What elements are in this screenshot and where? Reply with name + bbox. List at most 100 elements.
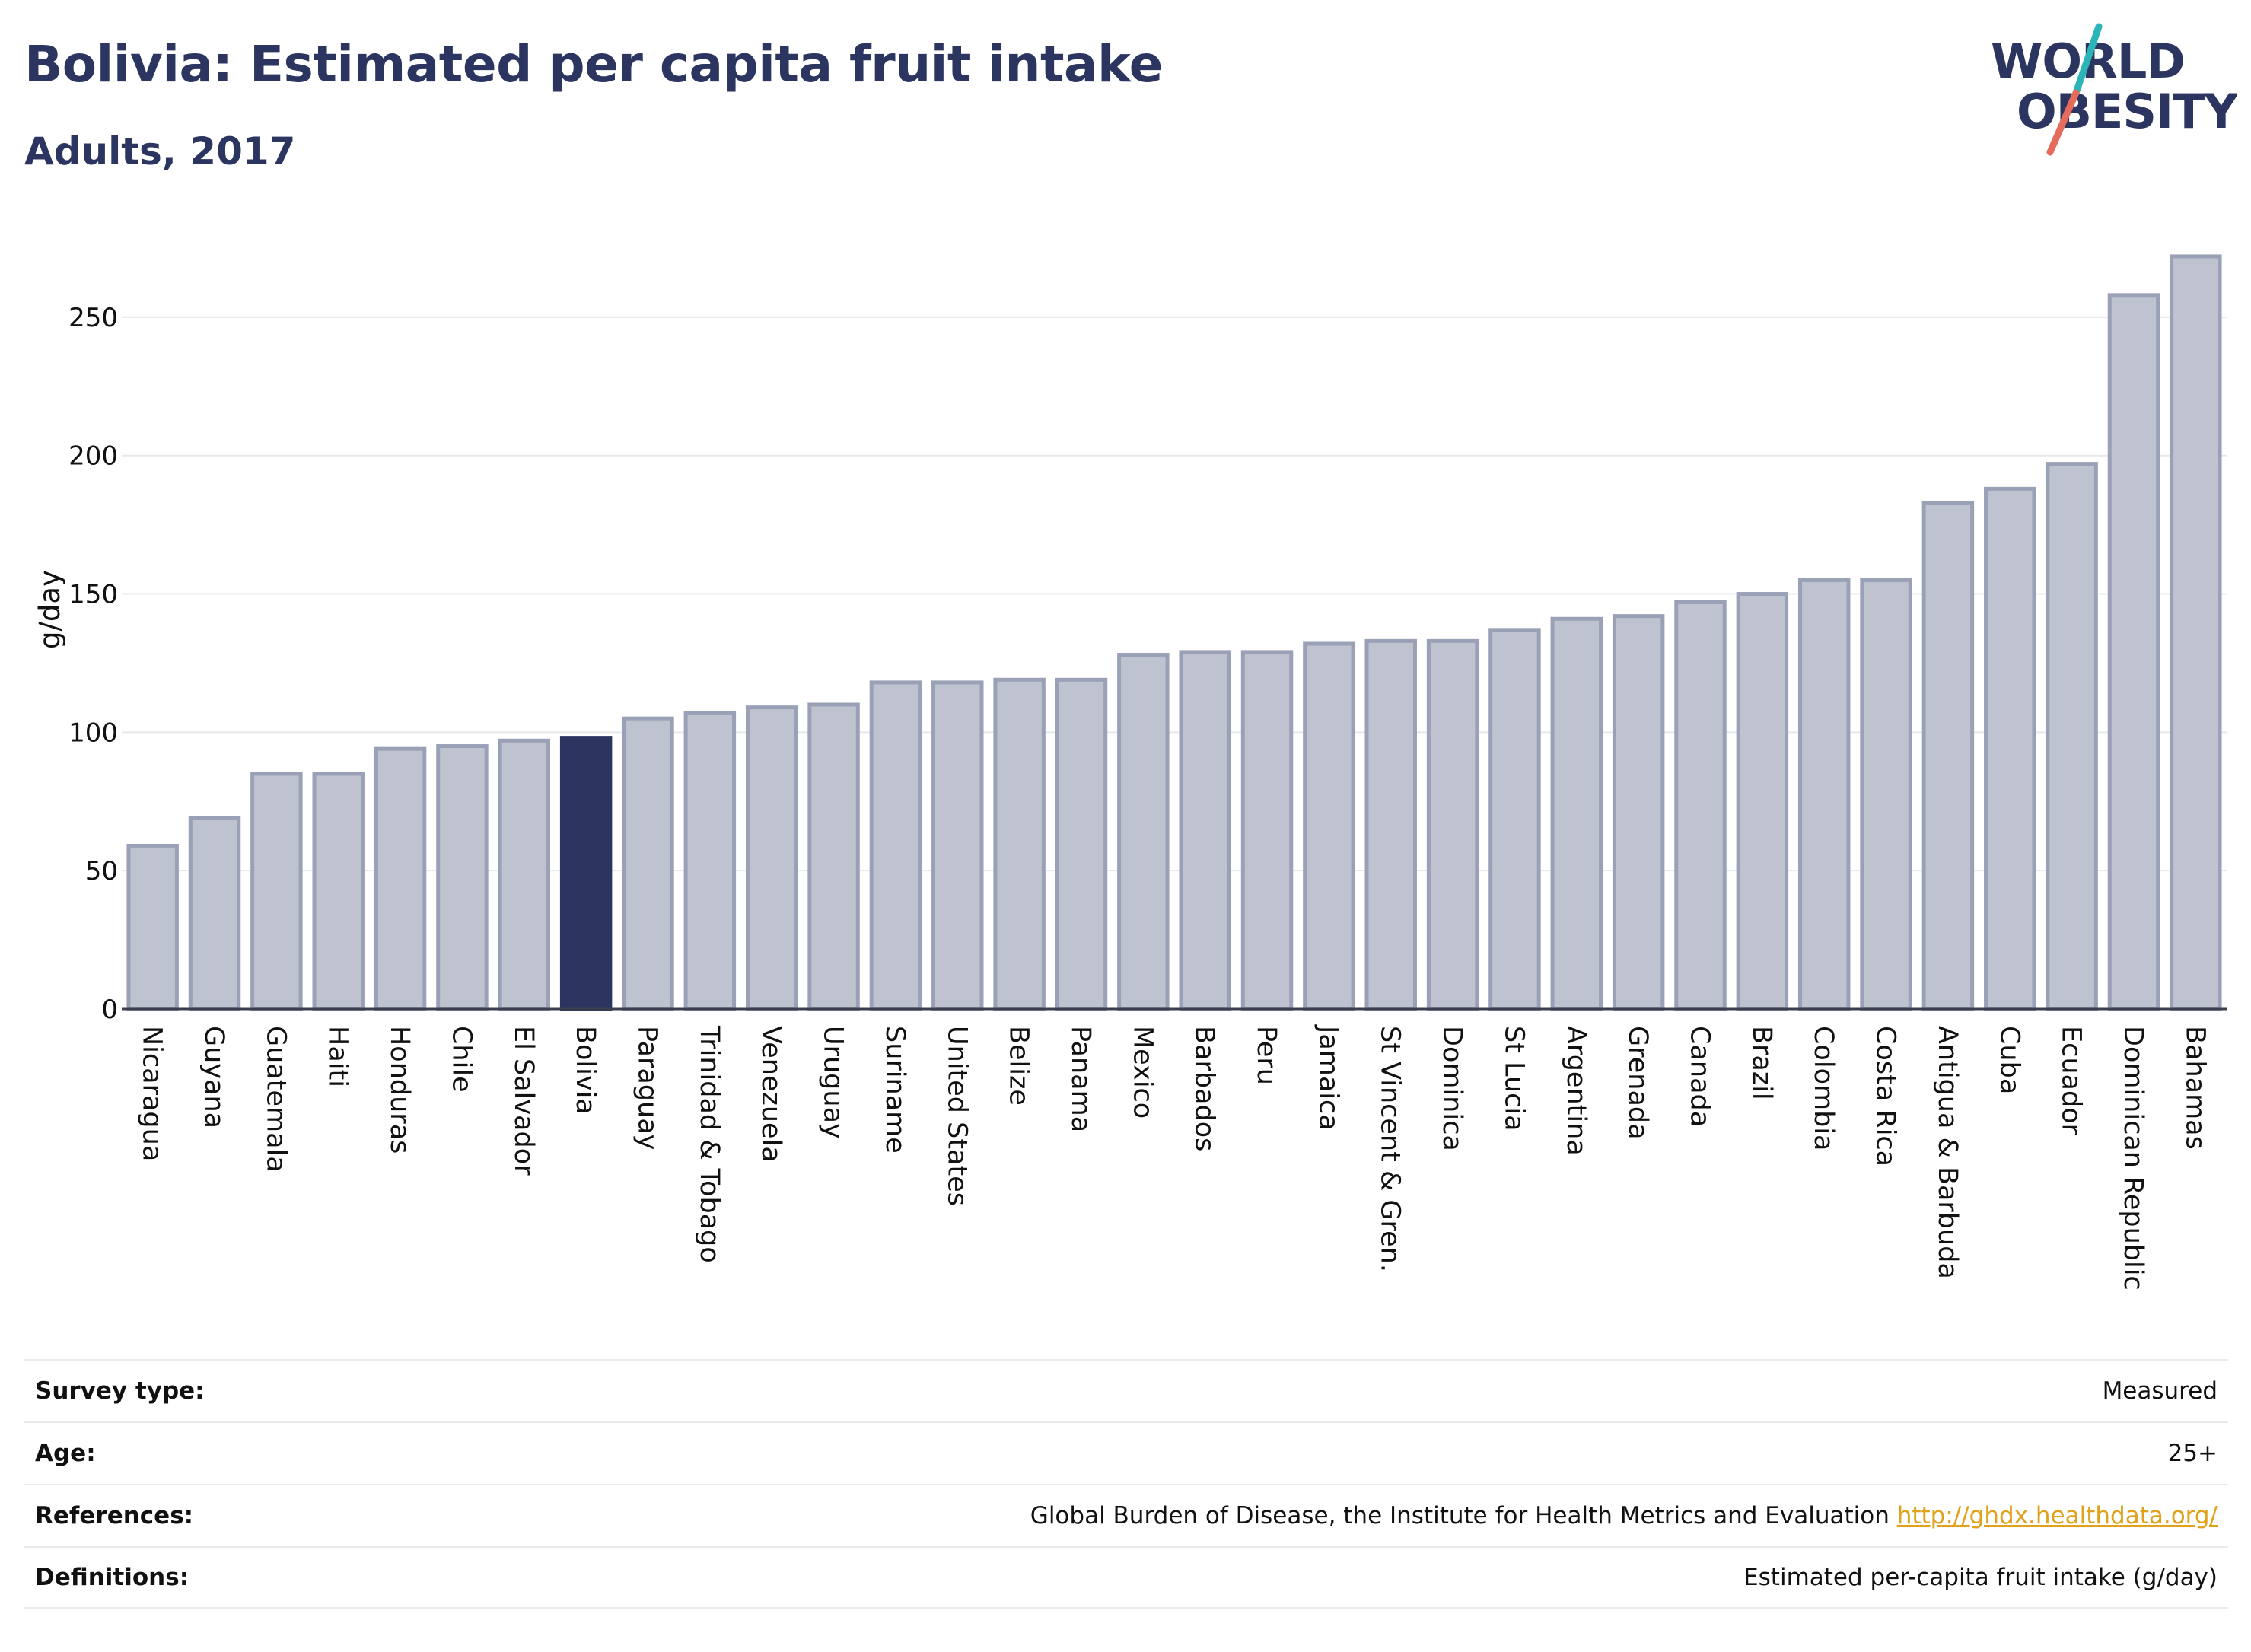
x-tick-label: Guatemala: [260, 1026, 291, 1173]
x-tick-label: Paraguay: [632, 1026, 663, 1150]
y-axis-label: g/day: [33, 570, 66, 649]
references-label: References:: [35, 1502, 194, 1529]
x-tick-label: Panama: [1065, 1026, 1096, 1132]
bar-guyana: [188, 816, 241, 1011]
y-axis-ticks: 0 50 100 150 200 250: [68, 303, 118, 1025]
x-tick-label: St Vincent & Gren.: [1375, 1026, 1406, 1272]
x-tick-label: Colombia: [1808, 1026, 1839, 1151]
x-tick-label: Antigua & Barbuda: [1932, 1026, 1963, 1279]
bar-st-lucia: [1488, 628, 1541, 1011]
survey-type-value: Measured: [2102, 1377, 2218, 1405]
bar-venezuela: [745, 705, 798, 1011]
meta-row-age: Age: 25+: [24, 1421, 2228, 1484]
bar-haiti: [312, 772, 365, 1011]
x-tick-label: Haiti: [323, 1026, 353, 1087]
x-tick-label: Dominican Republic: [2118, 1026, 2148, 1291]
x-tick-label: Belize: [1004, 1026, 1034, 1106]
bar-suriname: [869, 680, 922, 1011]
bar-argentina: [1550, 616, 1603, 1011]
bar-trinidad-tobago: [683, 711, 737, 1011]
x-tick-label: Nicaragua: [137, 1026, 167, 1161]
x-tick-label: Peru: [1251, 1026, 1282, 1085]
x-tick-label: Honduras: [384, 1026, 415, 1154]
bar-bolivia: [559, 736, 613, 1011]
bar-paraguay: [622, 716, 674, 1011]
x-tick-label: United States: [941, 1026, 972, 1206]
x-tick-label: Dominica: [1437, 1026, 1467, 1151]
bar-grenada: [1612, 614, 1665, 1011]
x-tick-label: Ecuador: [2056, 1026, 2087, 1135]
bar-peru: [1240, 650, 1294, 1011]
bar-dominican-republic: [2107, 293, 2160, 1011]
bar-antigua-barbuda: [1921, 501, 1975, 1011]
x-tick-label: Cuba: [1994, 1026, 2024, 1094]
bar-honduras: [374, 746, 427, 1011]
bar-panama: [1055, 677, 1108, 1011]
bar-uruguay: [807, 702, 860, 1011]
bar-ecuador: [2046, 462, 2098, 1011]
references-link[interactable]: http://ghdx.healthdata.org/: [1896, 1502, 2218, 1529]
meta-row-survey-type: Survey type: Measured: [24, 1359, 2228, 1421]
y-tick-label: 250: [68, 303, 118, 333]
bar-guatemala: [250, 772, 303, 1011]
bar-costa-rica: [1860, 578, 1912, 1011]
page-subtitle: Adults, 2017: [24, 129, 296, 173]
bar-chart: 0 50 100 150 200 250 Nicaragua Guyana Guatemala…: [33, 254, 2227, 1291]
bar-colombia: [1797, 578, 1851, 1011]
bar-bahamas: [2170, 254, 2222, 1011]
bar-jamaica: [1303, 641, 1355, 1011]
x-tick-label: Grenada: [1622, 1026, 1653, 1140]
x-tick-label: Guyana: [199, 1026, 229, 1128]
age-label: Age:: [35, 1440, 96, 1467]
x-tick-label: Bolivia: [570, 1026, 600, 1115]
x-tick-label: Brazil: [1746, 1026, 1777, 1100]
x-tick-label: Suriname: [880, 1026, 910, 1154]
definitions-value: Estimated per-capita fruit intake (g/day…: [1743, 1564, 2218, 1591]
metadata-table: Survey type: Measured Age: 25+ Reference…: [24, 1359, 2228, 1609]
references-value-wrap: Global Burden of Disease, the Institute …: [1030, 1502, 2218, 1529]
x-tick-label: Venezuela: [756, 1026, 786, 1163]
y-tick-label: 50: [85, 856, 118, 886]
bar-nicaragua: [126, 843, 179, 1011]
x-tick-label: Trinidad & Tobago: [694, 1025, 724, 1263]
page-title: Bolivia: Estimated per capita fruit inta…: [24, 35, 1163, 94]
x-tick-label: Argentina: [1561, 1026, 1591, 1156]
bar-mexico: [1117, 653, 1170, 1011]
x-tick-label: Mexico: [1127, 1026, 1157, 1119]
bar-cuba: [1984, 486, 2036, 1011]
bar-chile: [436, 744, 489, 1011]
x-tick-label: Bahamas: [2179, 1026, 2210, 1150]
x-tick-label: St Lucia: [1498, 1026, 1529, 1132]
bar-barbados: [1179, 650, 1231, 1011]
bars: [126, 254, 2222, 1011]
meta-row-references: References: Global Burden of Disease, th…: [24, 1484, 2228, 1546]
definitions-label: Definitions:: [35, 1564, 189, 1591]
logo-slash-coral: [2046, 89, 2080, 156]
x-tick-label: El Salvador: [508, 1026, 539, 1176]
meta-row-definitions: Definitions: Estimated per-capita fruit …: [24, 1546, 2228, 1609]
bar-belize: [993, 677, 1046, 1011]
bar-united-states: [931, 680, 984, 1011]
bar-st-vincent-gren-: [1364, 638, 1417, 1011]
logo-slash-teal: [2072, 23, 2103, 97]
x-tick-label: Chile: [446, 1026, 476, 1093]
bar-canada: [1674, 600, 1727, 1011]
y-tick-label: 0: [101, 995, 118, 1025]
x-tick-label: Costa Rica: [1871, 1026, 1901, 1167]
bar-brazil: [1736, 592, 1789, 1011]
world-obesity-logo: WORLD OBESITY: [1991, 23, 2237, 156]
logo-line2: OBESITY: [2017, 84, 2237, 139]
x-tick-label: Barbados: [1189, 1026, 1220, 1151]
bar-dominica: [1426, 638, 1479, 1011]
x-tick-label: Uruguay: [818, 1026, 849, 1139]
bar-el-salvador: [498, 738, 551, 1011]
references-value: Global Burden of Disease, the Institute …: [1030, 1502, 1890, 1529]
y-tick-label: 100: [68, 718, 118, 748]
survey-type-label: Survey type:: [35, 1377, 205, 1405]
x-tick-label: Canada: [1685, 1026, 1715, 1127]
x-tick-label: Jamaica: [1313, 1024, 1343, 1131]
y-tick-label: 150: [68, 580, 118, 610]
x-axis-labels: Nicaragua Guyana Guatemala Haiti Honduras Chi…: [137, 1024, 2211, 1291]
y-tick-label: 200: [68, 441, 118, 472]
age-value: 25+: [2167, 1440, 2218, 1467]
